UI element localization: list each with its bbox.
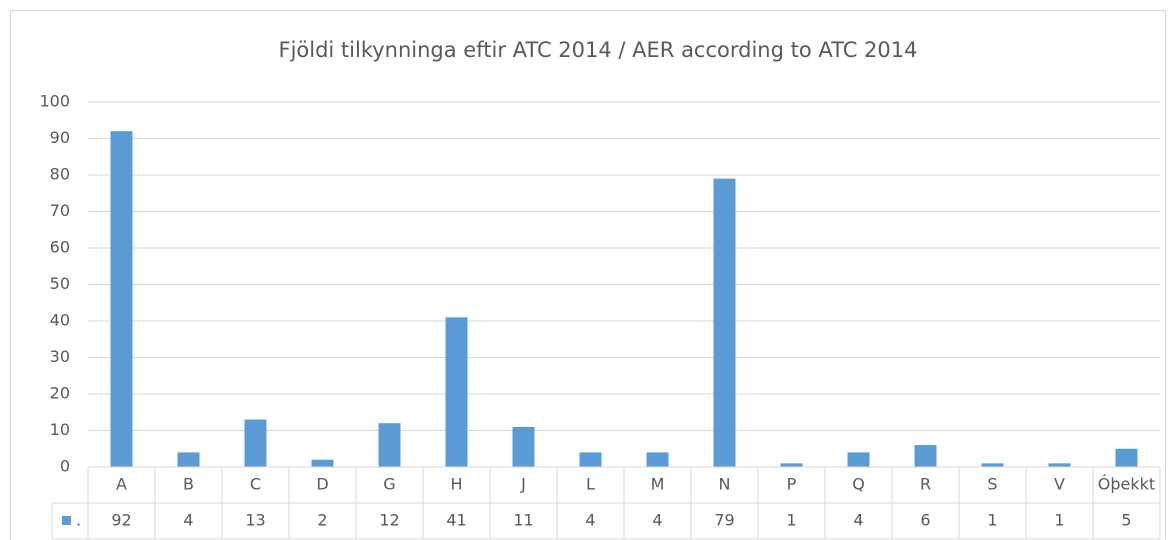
bar (512, 426, 535, 467)
bar (378, 423, 401, 467)
x-tick-label: B (183, 475, 194, 494)
table-value: 1 (987, 511, 997, 530)
x-tick-label: A (116, 475, 127, 494)
y-tick-label: 0 (60, 457, 70, 476)
bar (1048, 463, 1071, 467)
table-value: 92 (111, 511, 131, 530)
table-value: 13 (245, 511, 265, 530)
table-value: 4 (585, 511, 595, 530)
x-tick-label: R (920, 475, 931, 494)
bar (914, 445, 937, 467)
table-value: 1 (786, 511, 796, 530)
x-tick-label: V (1054, 475, 1065, 494)
y-tick-label: 60 (50, 238, 70, 257)
x-tick-label: S (987, 475, 997, 494)
y-tick-label: 30 (50, 347, 70, 366)
bar (110, 131, 133, 467)
legend-key (62, 516, 71, 525)
table-value: 5 (1121, 511, 1131, 530)
table-value: 1 (1054, 511, 1064, 530)
y-tick-label: 70 (50, 201, 70, 220)
y-tick-label: 90 (50, 128, 70, 147)
x-tick-label: C (250, 475, 261, 494)
bar (244, 419, 267, 467)
bar (847, 452, 870, 467)
table-value: 6 (920, 511, 930, 530)
x-tick-label: H (450, 475, 462, 494)
bar (780, 463, 803, 467)
bar (981, 463, 1004, 467)
bar (713, 178, 736, 467)
table-value: 4 (183, 511, 193, 530)
table-value: 41 (446, 511, 466, 530)
y-tick-label: 80 (50, 165, 70, 184)
table-value: 12 (379, 511, 399, 530)
bar (646, 452, 669, 467)
chart-title: Fjöldi tilkynninga eftir ATC 2014 / AER … (278, 38, 917, 62)
x-tick-label: M (651, 475, 665, 494)
bar (1115, 448, 1138, 467)
x-tick-label: L (586, 475, 595, 494)
x-tick-label: P (787, 475, 797, 494)
x-tick-label: D (316, 475, 328, 494)
y-tick-label: 40 (50, 311, 70, 330)
y-tick-label: 20 (50, 384, 70, 403)
y-tick-label: 50 (50, 274, 70, 293)
legend-label: . (76, 511, 81, 530)
y-tick-label: 100 (39, 92, 70, 111)
chart-border (10, 10, 1166, 540)
table-value: 4 (652, 511, 662, 530)
table-value: 11 (513, 511, 533, 530)
x-tick-label: Q (852, 475, 865, 494)
x-tick-label: J (520, 475, 526, 494)
table-value: 2 (317, 511, 327, 530)
x-tick-label: N (719, 475, 731, 494)
bar (177, 452, 200, 467)
x-tick-label: G (383, 475, 395, 494)
x-tick-label: Óþekkt (1098, 475, 1155, 494)
table-value: 79 (714, 511, 734, 530)
table-value: 4 (853, 511, 863, 530)
bar (579, 452, 602, 467)
bar (311, 459, 334, 467)
bar (445, 317, 468, 467)
y-tick-label: 10 (50, 420, 70, 439)
